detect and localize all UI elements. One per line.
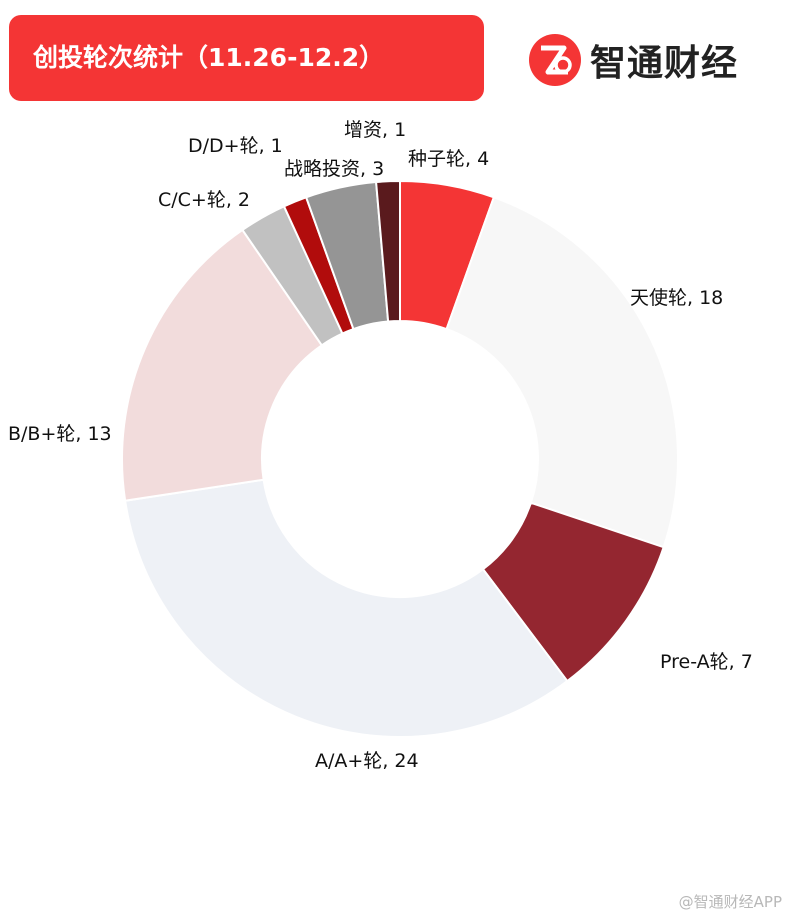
slice-label-1: 种子轮, 4 xyxy=(408,148,489,170)
slice-label-8: 战略投资, 3 xyxy=(284,158,384,180)
slice-9 xyxy=(375,179,401,323)
slice-4 xyxy=(124,478,569,738)
slice-label-4: A/A+轮, 24 xyxy=(315,750,419,772)
slice-label-6: C/C+轮, 2 xyxy=(158,189,250,211)
page-title: 创投轮次统计（11.26-12.2） xyxy=(33,43,385,72)
watermark: @智通财经APP xyxy=(678,893,782,911)
slice-label-3: Pre-A轮, 7 xyxy=(660,651,753,673)
slice-label-9: 增资, 1 xyxy=(344,119,406,141)
slice-label-2: 天使轮, 18 xyxy=(630,287,723,309)
slice-2 xyxy=(445,196,679,549)
zhitong-logo-icon xyxy=(529,34,581,86)
slice-5 xyxy=(121,228,324,502)
brand-name: 智通财经 xyxy=(590,43,739,84)
slice-label-5: B/B+轮, 13 xyxy=(8,423,112,445)
title-banner: 创投轮次统计（11.26-12.2） xyxy=(9,15,484,101)
slice-label-7: D/D+轮, 1 xyxy=(188,135,283,157)
brand: 智通财经 xyxy=(528,30,738,90)
